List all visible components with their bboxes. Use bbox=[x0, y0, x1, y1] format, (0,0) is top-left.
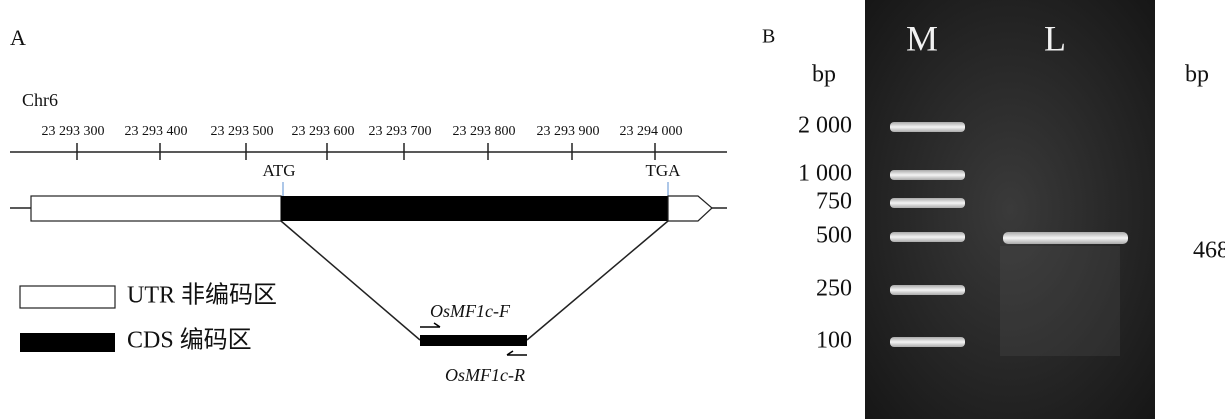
legend-swatch bbox=[20, 286, 115, 308]
marker-size: 500 bbox=[816, 223, 852, 249]
figure: A Chr6 23 293 300 23 293 400 23 293 500 23 … bbox=[0, 0, 1225, 419]
zoom-line bbox=[527, 221, 668, 340]
position-label: 23 293 700 bbox=[369, 124, 432, 139]
position-label: 23 293 300 bbox=[42, 124, 105, 139]
position-label: 23 293 400 bbox=[125, 124, 188, 139]
marker-size: 2 000 bbox=[798, 113, 852, 139]
panel-label: B bbox=[762, 26, 775, 48]
marker-band bbox=[890, 337, 965, 347]
lane-label: L bbox=[1044, 18, 1066, 58]
primer-reverse: OsMF1c-R bbox=[445, 365, 525, 385]
cds bbox=[281, 196, 668, 221]
product-band bbox=[1003, 232, 1128, 244]
panel-label: A bbox=[10, 25, 26, 50]
marker-size: 750 bbox=[816, 189, 852, 215]
legend-label: CDS 编码区 bbox=[127, 327, 252, 354]
chromosome-label: Chr6 bbox=[22, 90, 58, 110]
marker-band bbox=[890, 198, 965, 208]
stop-codon: TGA bbox=[646, 161, 682, 180]
amplicon bbox=[420, 335, 527, 346]
legend-label: UTR 非编码区 bbox=[127, 282, 277, 309]
start-codon: ATG bbox=[262, 161, 295, 180]
utr-3 bbox=[668, 196, 712, 221]
marker-band bbox=[890, 170, 965, 180]
smear bbox=[1000, 246, 1120, 356]
gel-image bbox=[865, 0, 1155, 419]
bp-label: bp bbox=[1185, 62, 1209, 88]
position-label: 23 293 800 bbox=[453, 124, 516, 139]
marker-band bbox=[890, 122, 965, 132]
forward-arrow bbox=[420, 323, 440, 327]
position-label: 23 293 900 bbox=[537, 124, 600, 139]
position-label: 23 293 500 bbox=[211, 124, 274, 139]
primer-forward: OsMF1c-F bbox=[430, 301, 511, 321]
bp-label: bp bbox=[812, 62, 836, 88]
position-label: 23 293 600 bbox=[292, 124, 355, 139]
position-label: 23 294 000 bbox=[620, 124, 683, 139]
marker-size: 100 bbox=[816, 328, 852, 354]
marker-band bbox=[890, 232, 965, 242]
product-size: 468 bbox=[1193, 238, 1225, 264]
legend-swatch bbox=[20, 333, 115, 352]
zoom-line bbox=[281, 221, 420, 340]
lane-label: M bbox=[906, 18, 938, 58]
marker-band bbox=[890, 285, 965, 295]
marker-size: 1 000 bbox=[798, 161, 852, 187]
utr-5 bbox=[31, 196, 281, 221]
reverse-arrow bbox=[507, 351, 527, 355]
marker-size: 250 bbox=[816, 276, 852, 302]
